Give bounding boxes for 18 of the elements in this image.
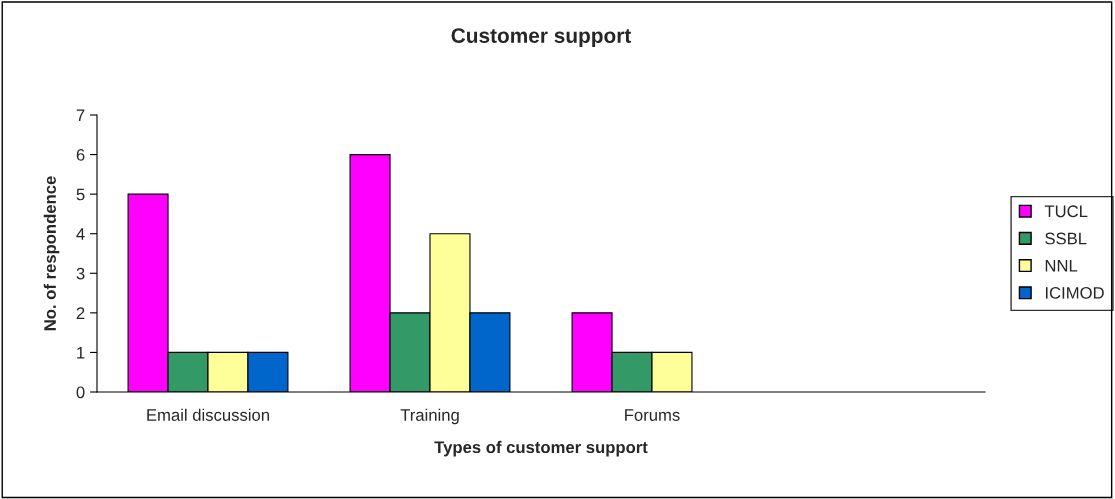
y-tick-label: 0	[76, 386, 85, 399]
y-tick-label: 6	[76, 148, 85, 161]
x-tick-label: Training	[400, 408, 459, 425]
y-tick-label: 5	[76, 188, 85, 201]
x-tick-label: Email discussion	[147, 408, 269, 421]
legend-label: TUCL	[1044, 205, 1088, 218]
y-tick-label: 1	[77, 347, 85, 359]
y-tick-label: 4	[76, 228, 85, 240]
y-tick-label: 7	[76, 109, 85, 122]
legend-label: NNL	[1045, 259, 1078, 272]
chart-title: Customer support	[451, 28, 632, 48]
x-tick-label: Forums	[625, 409, 680, 421]
x-axis-title: Types of customer support	[434, 440, 648, 457]
y-axis-title: No. of respondence	[43, 176, 60, 331]
y-tick-label: 2	[76, 307, 85, 319]
y-tick-label: 3	[76, 267, 85, 280]
legend-label: ICIMOD	[1045, 286, 1104, 299]
legend-label: SSBL	[1045, 232, 1087, 245]
